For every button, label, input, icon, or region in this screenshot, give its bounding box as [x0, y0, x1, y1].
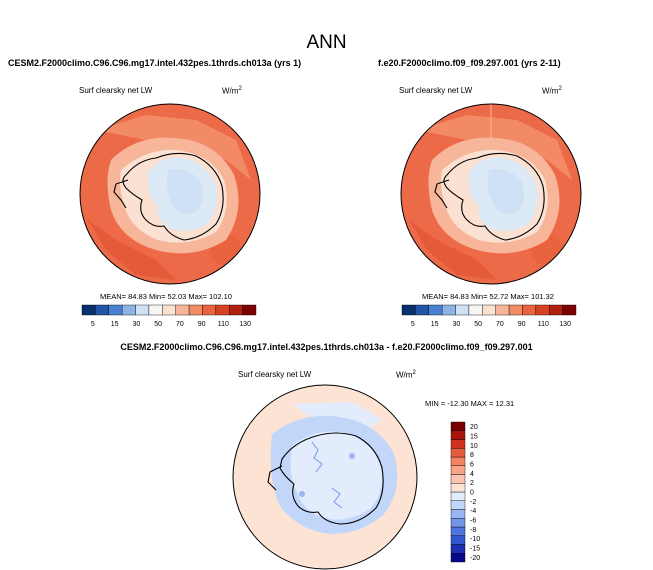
colorbar-swatch	[450, 500, 466, 510]
colorbar-left: 5 15 30 50 70 90 110 130	[81, 304, 257, 328]
colorbar-tick-label: 10	[470, 443, 478, 450]
colorbar-swatch	[415, 304, 429, 316]
diff-title: CESM2.F2000climo.C96.C96.mg17.intel.432p…	[120, 342, 533, 352]
colorbar-swatch	[468, 304, 483, 316]
colorbar-tick-label: 15	[111, 321, 119, 328]
colorbar-tick-label: -20	[470, 555, 480, 562]
colorbar-swatch	[450, 544, 466, 554]
colorbar-swatch	[508, 304, 523, 316]
colorbar-tick-label: 6	[470, 462, 474, 469]
units-label-left: W/m2	[222, 86, 242, 96]
colorbar-tick-label: 110	[538, 321, 549, 328]
colorbar-swatch	[450, 535, 466, 545]
colorbar-swatch	[450, 421, 466, 431]
units-label-right: W/m2	[542, 86, 562, 96]
colorbar-swatch	[401, 304, 416, 316]
colorbar-tick-label: 8	[470, 452, 474, 459]
colorbar-tick-label: 130	[559, 321, 571, 328]
colorbar-swatch	[450, 439, 466, 449]
polar-map-control	[400, 103, 582, 285]
colorbar-swatch	[535, 304, 550, 316]
colorbar-tick-label: -2	[470, 499, 476, 506]
colorbar-swatch	[450, 526, 466, 536]
colorbar-swatch	[450, 483, 466, 493]
colorbar-swatch	[450, 456, 466, 466]
colorbar-tick-label: 20	[470, 424, 478, 431]
colorbar-swatch	[450, 430, 466, 440]
colorbar-tick-label: -10	[470, 536, 480, 543]
colorbar-swatch	[202, 304, 217, 316]
colorbar-swatch	[95, 304, 109, 316]
colorbar-swatch	[495, 304, 510, 316]
colorbar-tick-label: 90	[518, 321, 526, 328]
colorbar-swatch	[455, 304, 470, 316]
colorbar-swatch	[215, 304, 230, 316]
colorbar-tick-label: 15	[431, 321, 439, 328]
colorbar-swatch	[121, 304, 136, 316]
polar-map-model	[79, 103, 261, 285]
colorbar-tick-label: 70	[176, 321, 184, 328]
colorbar-tick-label: -15	[470, 546, 480, 553]
colorbar-swatch	[450, 448, 466, 458]
colorbar-swatch	[450, 474, 466, 484]
colorbar-swatch	[562, 304, 577, 316]
colorbar-tick-label: 50	[154, 321, 162, 328]
variable-label-left: Surf clearsky net LW	[79, 86, 153, 95]
colorbar-swatch	[450, 518, 466, 528]
colorbar-swatch	[162, 304, 176, 316]
colorbar-swatch	[450, 465, 466, 475]
colorbar-tick-label: 5	[411, 321, 415, 328]
colorbar-tick-label: 15	[470, 434, 478, 441]
stats-left: MEAN= 84.83 Min= 52.03 Max= 102.10	[100, 292, 232, 301]
colorbar-swatch	[450, 509, 466, 519]
case-title-left: CESM2.F2000climo.C96.C96.mg17.intel.432p…	[8, 58, 302, 68]
colorbar-swatch	[482, 304, 496, 316]
colorbar-tick-label: 130	[239, 321, 251, 328]
colorbar-swatch	[135, 304, 150, 316]
units-label-diff: W/m2	[396, 370, 416, 380]
polar-map-difference	[232, 384, 418, 570]
variable-label-diff: Surf clearsky net LW	[238, 370, 312, 379]
colorbar-swatch	[229, 304, 243, 316]
colorbar-tick-label: 90	[198, 321, 206, 328]
colorbar-tick-label: 0	[470, 490, 474, 497]
colorbar-swatch	[450, 491, 466, 501]
colorbar-tick-label: -8	[470, 527, 476, 534]
colorbar-swatch	[188, 304, 203, 316]
colorbar-tick-label: 4	[470, 471, 474, 478]
colorbar-swatch	[428, 304, 443, 316]
colorbar-swatch	[549, 304, 563, 316]
colorbar-tick-label: -6	[470, 518, 476, 525]
stats-diff: MIN = -12.30 MAX = 12.31	[425, 399, 515, 408]
colorbar-tick-label: -4	[470, 508, 476, 515]
colorbar-tick-label: 30	[132, 321, 140, 328]
case-title-right: f.e20.F2000climo.f09_f09.297.001 (yrs 2-…	[378, 58, 561, 68]
colorbar-right: 5 15 30 50 70 90 110 130	[401, 304, 577, 328]
colorbar-tick-label: 5	[91, 321, 95, 328]
colorbar-tick-label: 70	[496, 321, 504, 328]
colorbar-tick-label: 30	[452, 321, 460, 328]
colorbar-swatch	[148, 304, 163, 316]
colorbar-swatch	[175, 304, 190, 316]
colorbar-swatch	[450, 553, 466, 563]
colorbar-swatch	[522, 304, 537, 316]
colorbar-tick-label: 110	[218, 321, 229, 328]
main-title: ANN	[306, 32, 347, 53]
variable-label-right: Surf clearsky net LW	[399, 86, 473, 95]
colorbar-swatch	[108, 304, 123, 316]
colorbar-swatch	[242, 304, 257, 316]
colorbar-swatch	[81, 304, 96, 316]
colorbar-swatch	[441, 304, 456, 316]
colorbar-tick-label: 50	[474, 321, 482, 328]
colorbar-tick-label: 2	[470, 480, 474, 487]
stats-right: MEAN= 84.83 Min= 52.72 Max= 101.32	[422, 292, 554, 301]
